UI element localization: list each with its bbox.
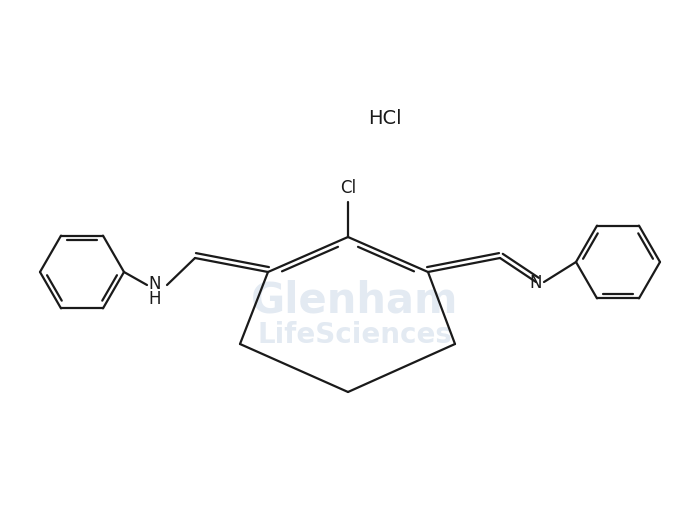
Text: H: H: [149, 290, 161, 308]
Text: N: N: [530, 274, 542, 292]
Text: Glenham: Glenham: [251, 279, 459, 321]
Text: LifeSciences: LifeSciences: [258, 321, 452, 349]
Text: N: N: [149, 275, 161, 293]
Text: Cl: Cl: [340, 179, 356, 197]
Text: HCl: HCl: [368, 109, 402, 127]
